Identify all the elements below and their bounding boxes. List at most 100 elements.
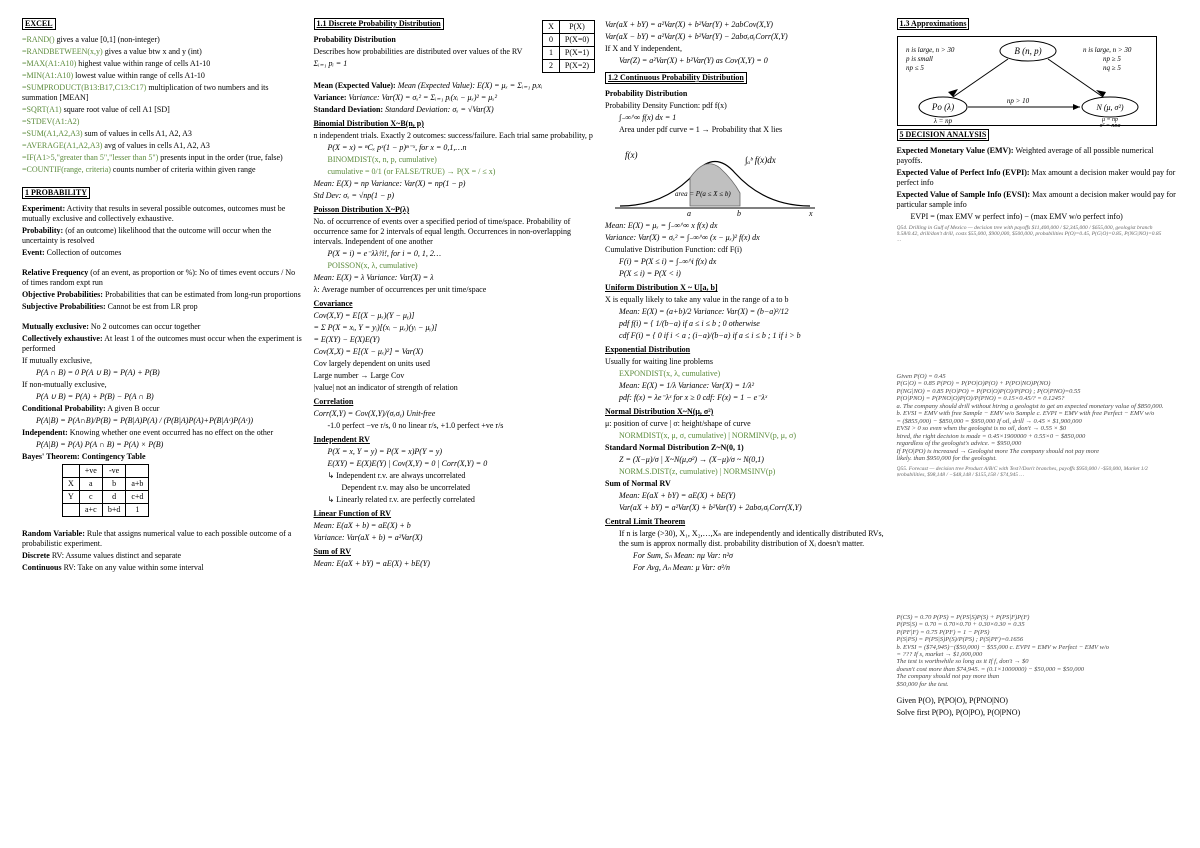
excel-item: =SQRT(A1) square root value of cell A1 [… (22, 105, 304, 115)
exp-pdf: pdf: f(x) = λe⁻λˣ for x ≥ 0 cdf: F(x) = … (605, 393, 887, 403)
corr-title: Correlation (314, 397, 596, 407)
binom-sd: Std Dev: σₓ = √np(1 − p) (314, 191, 596, 201)
binom-eq: P(X = x) = ⁿCₓ pˣ(1 − p)ⁿ⁻ˣ, for x = 0,1… (314, 143, 596, 153)
column-1: EXCEL =RAND() gives a value [0,1] (non-i… (22, 18, 304, 830)
evpi-eq: EVPI = (max EMV w perfect info) − (max E… (897, 212, 1179, 222)
ifmutex-eq: P(A ∩ B) = 0 P(A ∪ B) = P(A) + P(B) (22, 368, 304, 378)
poisson-title: Poisson Distribution X~P(λ) (314, 205, 596, 215)
dpd-title: 1.1 Discrete Probability Distribution (314, 18, 444, 30)
clt-avg: For Avg, Aₙ Mean: μ Var: σ²/n (605, 563, 887, 573)
unif-title: Uniform Distribution X ~ U[a, b] (605, 283, 887, 293)
cov-l3: = E(XY) − E(X)E(Y) (314, 335, 596, 345)
pdf-curve-figure: f(x) ∫ₐᵇ f(x)dx x a b area = P(a ≤ X ≤ b… (605, 138, 825, 218)
sum-mean: Mean: E(aX + bY) = aE(X) + bE(Y) (314, 559, 596, 569)
svg-text:N (μ, σ²): N (μ, σ²) (1095, 103, 1123, 112)
cov-l1: Cov(X,Y) = E[(X − μₓ)(Y − μᵧ)] (314, 311, 596, 321)
cpd-cdf2: P(X ≤ i) = P(X < i) (605, 269, 887, 279)
column-3: Var(aX + bY) = a²Var(X) + b²Var(Y) + 2ab… (605, 18, 887, 830)
excel-item: =IF(A1>5,"greater than 5","lesser than 5… (22, 153, 304, 163)
binom-mean: Mean: E(X) = np Variance: Var(X) = np(1 … (314, 179, 596, 189)
decision-tree-1: Q54. Drilling in Gulf of Mexico — decisi… (897, 225, 1167, 370)
irv-n1: ↳ Independent r.v. are always uncorrelat… (314, 471, 596, 481)
svg-text:area = P(a ≤ X ≤ b): area = P(a ≤ X ≤ b) (675, 190, 731, 198)
norm-fn: NORMDIST(x, μ, σ, cumulative) | NORMINV(… (605, 431, 887, 441)
cpd-cdf: Cumulative Distribution Function: cdf F(… (605, 245, 887, 255)
clt-sum: For Sum, Sₙ Mean: nμ Var: n²σ (605, 551, 887, 561)
experiment: Experiment: Activity that results in sev… (22, 204, 304, 224)
cov-l2: = Σ P(X = xᵢ, Y = yᵢ)[(xᵢ − μₓ)(yᵢ − μᵧ)… (314, 323, 596, 333)
poisson-desc: No. of occurrence of events over a speci… (314, 217, 596, 247)
bottom-l2: Solve first P(PO), P(O|PO), P(O|PNO) (897, 708, 1179, 718)
sumvar-l4: Var(Z) = a²Var(X) + b²Var(Y) as Cov(X,Y)… (605, 56, 887, 66)
excel-item: =SUMPRODUCT(B13:B17,C13:C17) multiplicat… (22, 83, 304, 103)
dpd-var: Variance: Variance: Var(X) = σₓ² = Σᵢ₌₁ … (314, 93, 596, 103)
excel-item: =AVERAGE(A1,A2,A3) avg of values in cell… (22, 141, 304, 151)
sumvar-l3: If X and Y independent, (605, 44, 887, 54)
binom-fn2: cumulative = 0/1 (or FALSE/TRUE) → P(X =… (314, 167, 596, 177)
dpd-table: XP(X) 0P(X=0) 1P(X=1) 2P(X=2) (542, 20, 595, 73)
disc-rv: Discrete RV: Assume values distinct and … (22, 551, 304, 561)
irv-n3: ↳ Linearly related r.v. are perfectly co… (314, 495, 596, 505)
excel-item: =SUM(A1,A2,A3) sum of values in cells A1… (22, 129, 304, 139)
irv-n2: Dependent r.v. may also be uncorrelated (314, 483, 596, 493)
cpd-desc: Probability Density Function: pdf f(x) (605, 101, 887, 111)
svg-text:B (n, p): B (n, p) (1014, 46, 1041, 56)
svg-text:a: a (687, 209, 691, 218)
norm-sumnorm: Sum of Normal RV (605, 479, 887, 489)
poisson-fn: POISSON(x, λ, cumulative) (314, 261, 596, 271)
cpd-pd-title: Probability Distribution (605, 89, 887, 99)
svg-text:f(x): f(x) (625, 150, 638, 160)
indep-eq: P(A|B) = P(A) P(A ∩ B) = P(A) × P(B) (22, 440, 304, 450)
svg-text:p is small: p is small (905, 55, 933, 63)
ifmutex: If mutually exclusive, (22, 356, 304, 366)
excel-item: =RANDBETWEEN(x,y) gives a value btw x an… (22, 47, 304, 57)
column-4: 1.3 Approximations B (n, p) Po (λ) λ = n… (897, 18, 1179, 830)
svg-text:np ≥ 5: np ≥ 5 (1103, 55, 1121, 63)
approx-title: 1.3 Approximations (897, 18, 970, 30)
lin-var: Variance: Var(aX + b) = a²Var(X) (314, 533, 596, 543)
unif-desc: X is equally likely to take any value in… (605, 295, 887, 305)
evsi: Expected Value of Sample Info (EVSI): Ma… (897, 190, 1179, 210)
decision-tree-2: Q55. Forecast — decision tree Product A/… (897, 466, 1167, 611)
norm-desc: μ: position of curve | σ: height/shape o… (605, 419, 887, 429)
excel-list: =RAND() gives a value [0,1] (non-integer… (22, 35, 304, 175)
sum-title: Sum of RV (314, 547, 596, 557)
rv-def: Random Variable: Rule that assigns numer… (22, 529, 304, 549)
cpd-mean: Mean: E(X) = μₓ = ∫₋∞^∞ x f(x) dx (605, 221, 887, 231)
exp-desc: Usually for waiting line problems (605, 357, 887, 367)
irv-l2: E(XY) = E(X)E(Y) | Cov(X,Y) = 0 | Corr(X… (314, 459, 596, 469)
svg-text:λ = np: λ = np (932, 117, 952, 125)
mutex: Mutually exclusive: No 2 outcomes can oc… (22, 322, 304, 332)
svg-text:σ² = npq: σ² = npq (1099, 123, 1120, 127)
clt-desc: If n is large (>30), X₁, X₂,…,Xₙ are ind… (605, 529, 887, 549)
norm-fn2: NORM.S.DIST(z, cumulative) | NORMSINV(p) (605, 467, 887, 477)
corr-note: -1.0 perfect −ve r/s, 0 no linear r/s, +… (314, 421, 596, 431)
cont-rv: Continuous RV: Take on any value within … (22, 563, 304, 573)
poisson-eq: P(X = i) = e⁻λλⁱ/i!, for i = 0, 1, 2… (314, 249, 596, 259)
unif-mean: Mean: E(X) = (a+b)/2 Variance: Var(X) = … (605, 307, 887, 317)
contingency-table: +ve-ve Xaba+b Ycdc+d a+cb+d1 (62, 464, 149, 517)
excel-item: =STDEV(A1:A2) (22, 117, 304, 127)
norm-title: Normal Distribution X~N(μ, σ²) (605, 407, 887, 417)
probability-def: Probability: (of an outcome) likelihood … (22, 226, 304, 246)
binom-fn: BINOMDIST(x, n, p, cumulative) (314, 155, 596, 165)
exp-fn: EXPONDIST(x, λ, cumulative) (605, 369, 887, 379)
norm-std: Standard Normal Distribution Z~N(0, 1) (605, 443, 887, 453)
ifnonmutex: If non-mutually exclusive, (22, 380, 304, 390)
cov-n2: Large number → Large Cov (314, 371, 596, 381)
lin-mean: Mean: E(aX + b) = aE(X) + b (314, 521, 596, 531)
prob-title: 1 PROBABILITY (22, 187, 90, 199)
cpd-cdf1: F(i) = P(X ≤ i) = ∫₋∞^i f(x) dx (605, 257, 887, 267)
tree1-calc: Given P(O) = 0.45P(G|O) = 0.85 P(PO) = P… (897, 373, 1179, 463)
evpi: Expected Value of Perfect Info (EVPI): M… (897, 168, 1179, 188)
lin-title: Linear Function of RV (314, 509, 596, 519)
svg-text:∫ₐᵇ f(x)dx: ∫ₐᵇ f(x)dx (744, 155, 776, 166)
cov-n1: Cov largely dependent on units used (314, 359, 596, 369)
excel-item: =MAX(A1:A10) highest value within range … (22, 59, 304, 69)
corr-eq: Corr(X,Y) = Cov(X,Y)/(σₓσᵧ) Unit-free (314, 409, 596, 419)
excel-item: =MIN(A1:A10) lowest value within range o… (22, 71, 304, 81)
cpd-area: Area under pdf curve = 1 → Probability t… (605, 125, 887, 135)
binom-desc: n independent trials. Exactly 2 outcomes… (314, 131, 596, 141)
cpd-int: ∫₋∞^∞ f(x) dx = 1 (605, 113, 887, 123)
subjprob: Subjective Probabilities: Cannot be est … (22, 302, 304, 312)
